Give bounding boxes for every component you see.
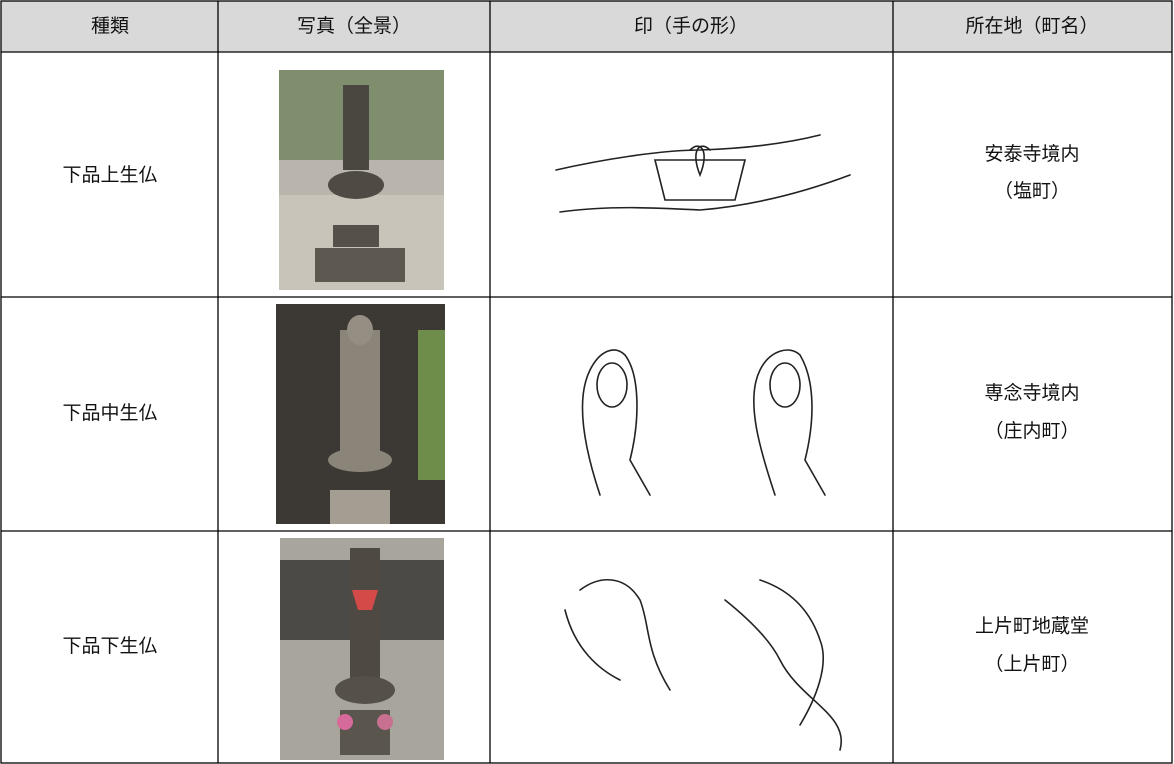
- hand-sketch: [581, 349, 826, 496]
- district: （上片町）: [984, 653, 1079, 675]
- photo: [276, 304, 445, 524]
- hand-sketch: [555, 134, 851, 213]
- header-bg: [1, 1, 1172, 52]
- header-cell: 印（手の形）: [634, 15, 748, 37]
- hand-sketch: [564, 578, 843, 751]
- type-cell: 下品中生仏: [62, 402, 157, 424]
- type-cell: 下品上生仏: [62, 164, 157, 186]
- location: 専念寺境内: [984, 381, 1079, 404]
- district: （塩町）: [994, 180, 1070, 202]
- location: 安泰寺境内: [984, 143, 1079, 165]
- photo: [279, 70, 444, 290]
- type-cell: 下品下生仏: [62, 635, 157, 657]
- location: 上片町地蔵堂: [975, 615, 1089, 637]
- header-cell: 種類: [91, 15, 129, 37]
- header-cell: 所在地（町名）: [965, 15, 1098, 37]
- photo: [280, 538, 444, 760]
- district: （庄内町）: [984, 420, 1079, 442]
- header-cell: 写真（全景）: [297, 15, 411, 37]
